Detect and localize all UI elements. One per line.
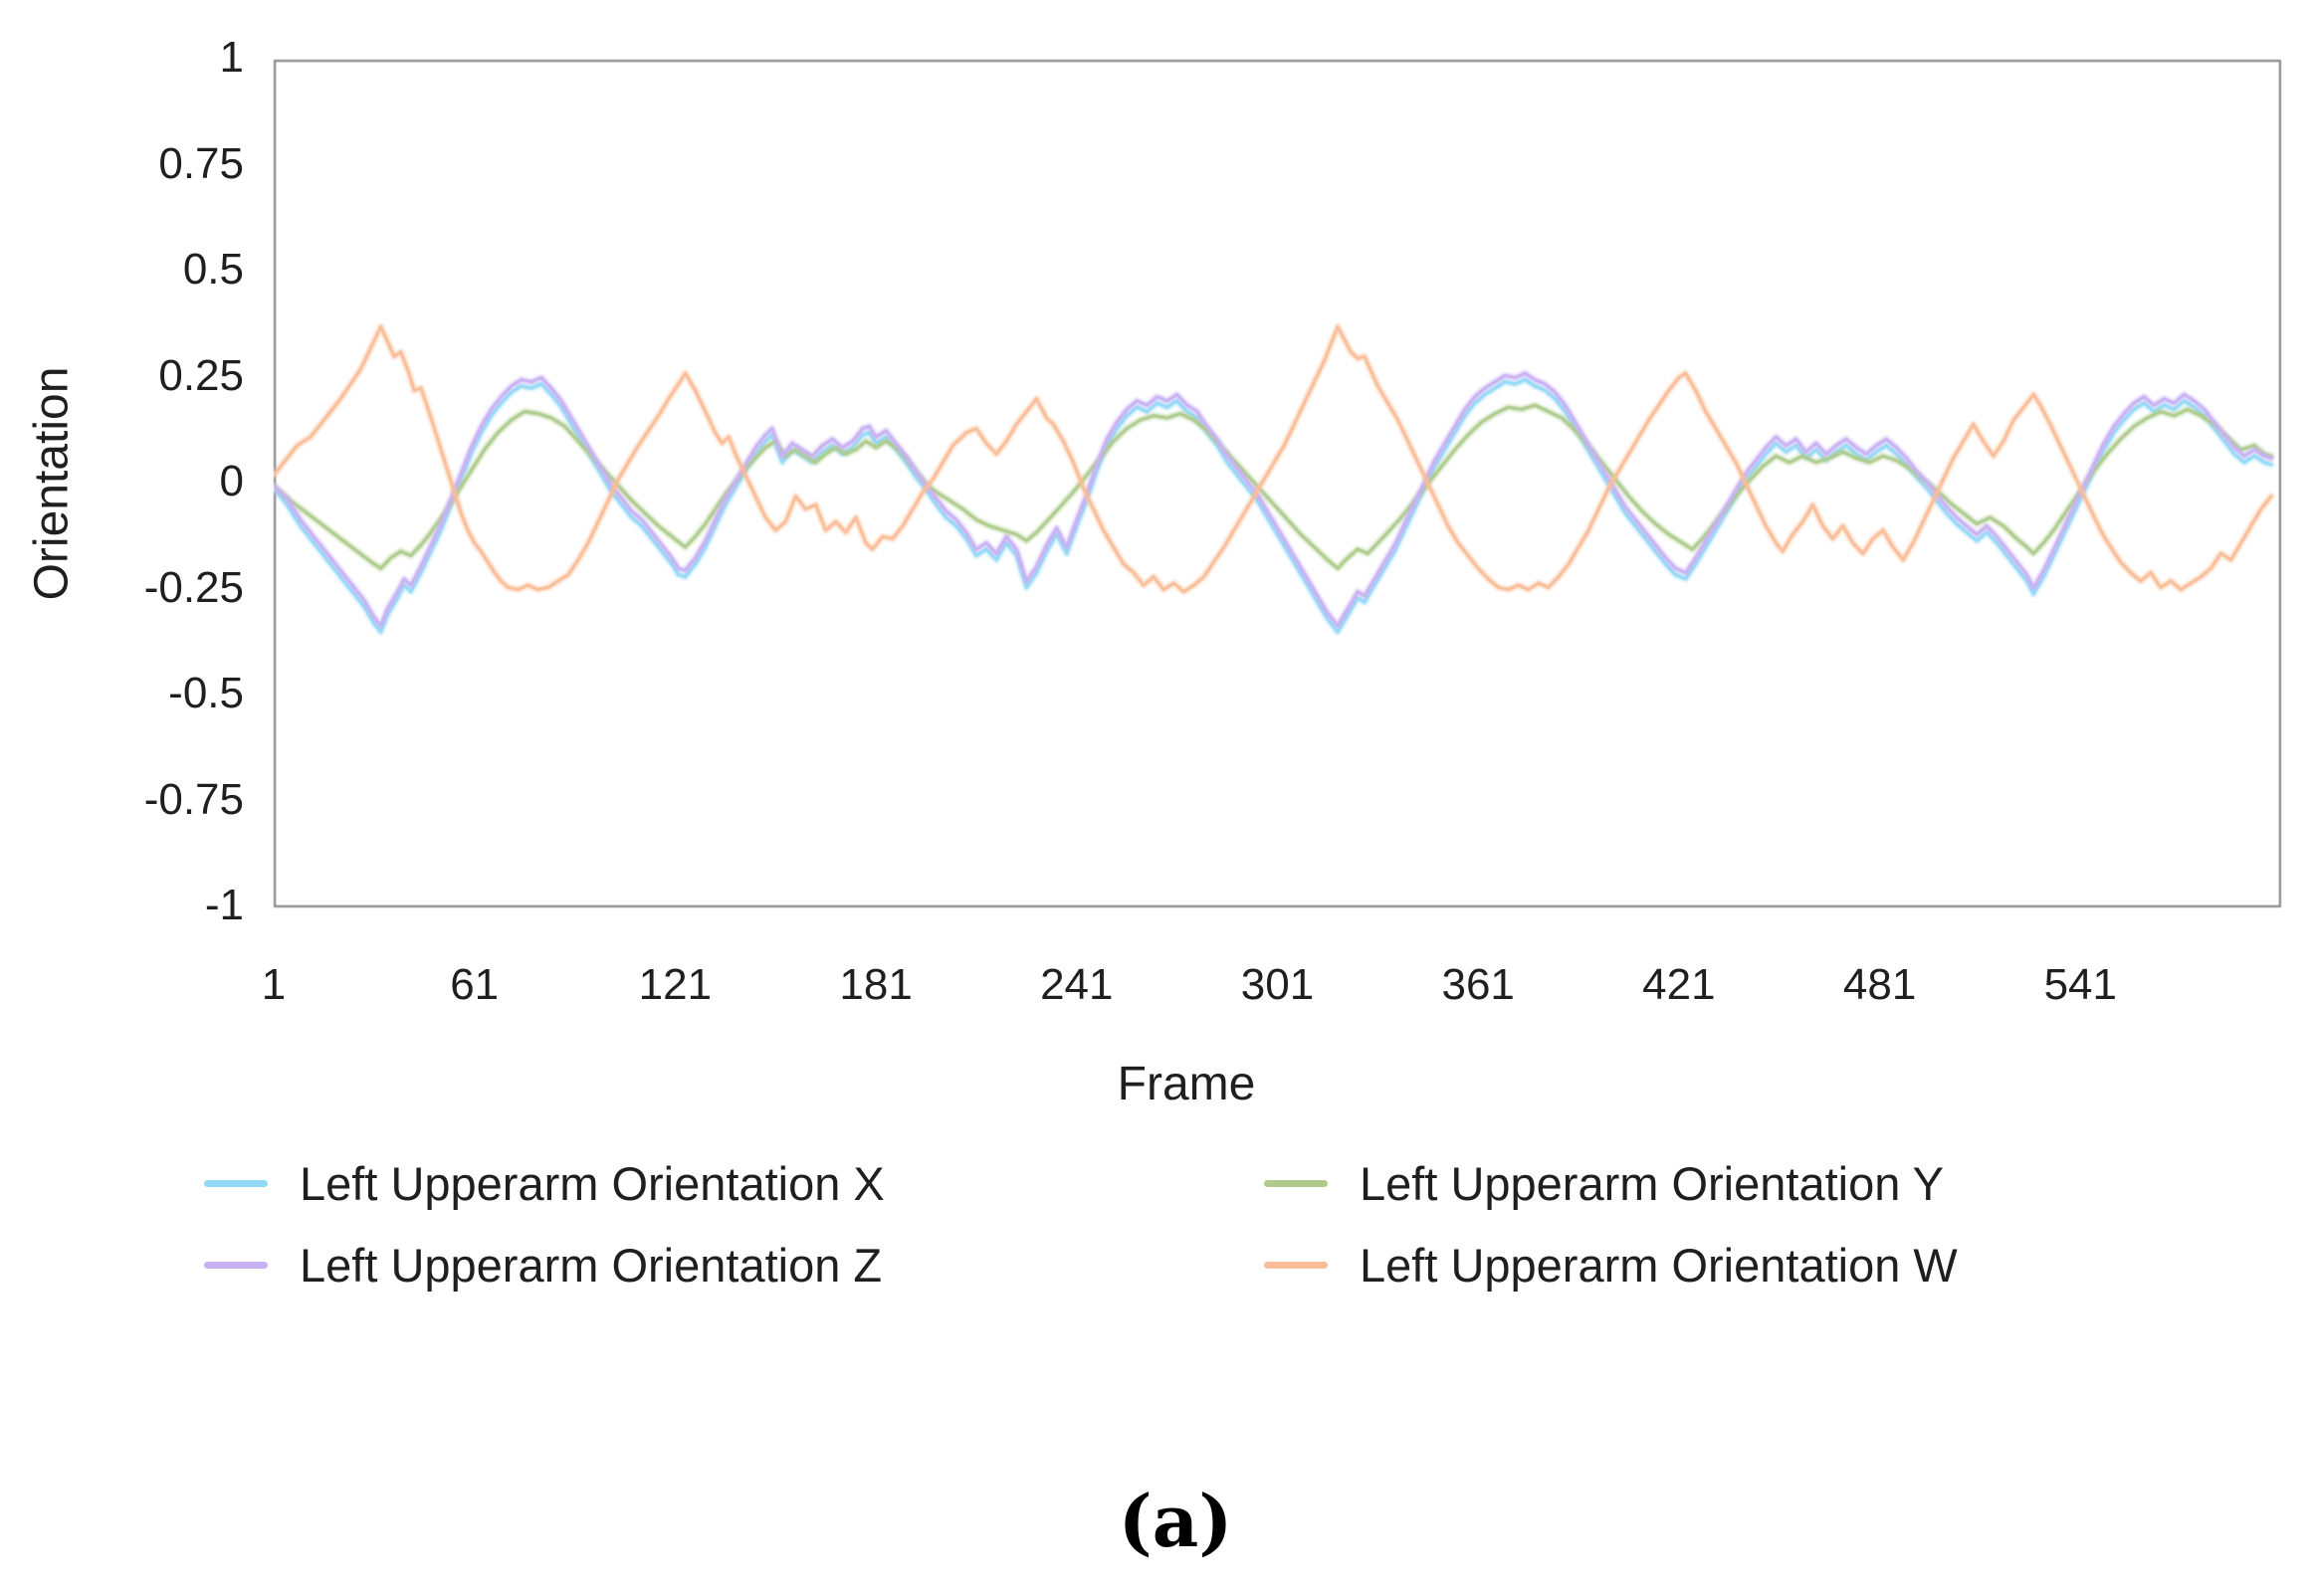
x-tick-label: 421 [1642, 960, 1716, 1009]
series-line-3-glow [274, 322, 2275, 596]
y-tick-label: -0.75 [143, 774, 244, 824]
legend-swatch-icon [204, 1179, 268, 1187]
figure-caption: (a) [1118, 1479, 1233, 1563]
legend-item: Left Upperarm Orientation X [204, 1150, 1264, 1216]
y-tick-label: 0.25 [158, 350, 244, 400]
legend-swatch-icon [204, 1261, 268, 1269]
series-line-1 [274, 403, 2273, 571]
series-line-3 [274, 324, 2273, 594]
y-tick-label: 1 [219, 33, 244, 82]
plot-border [274, 60, 2281, 907]
y-tick-label: 0.5 [182, 245, 244, 294]
x-tick-label: 121 [638, 960, 713, 1009]
legend-label: Left Upperarm Orientation Y [1360, 1156, 1944, 1210]
y-tick-label: -1 [204, 881, 244, 929]
legend-label: Left Upperarm Orientation Z [300, 1238, 883, 1292]
x-tick-label: 241 [1040, 960, 1114, 1009]
x-axis-title: Frame [1117, 1058, 1256, 1110]
legend-label: Left Upperarm Orientation X [300, 1156, 885, 1210]
x-tick-label: 361 [1441, 960, 1515, 1009]
y-tick-label: 0.75 [158, 138, 244, 188]
y-tick-label: -0.5 [168, 669, 244, 717]
chart-legend: Left Upperarm Orientation X Left Upperarm… [204, 1150, 2294, 1297]
series-line-2 [274, 371, 2273, 628]
legend-label: Left Upperarm Orientation W [1360, 1238, 1958, 1292]
legend-item: Left Upperarm Orientation Y [1264, 1150, 2294, 1216]
legend-swatch-icon [1264, 1261, 1328, 1269]
x-tick-label: 181 [839, 960, 913, 1009]
y-tick-label: -0.25 [143, 562, 244, 612]
y-tick-label: 0 [219, 457, 244, 505]
chart-plot-area [274, 60, 2281, 907]
legend-item: Left Upperarm Orientation Z [204, 1232, 1264, 1297]
x-tick-label: 481 [1842, 960, 1917, 1009]
x-tick-label: 61 [450, 960, 500, 1009]
legend-item: Left Upperarm Orientation W [1264, 1232, 2294, 1297]
x-tick-label: 301 [1240, 960, 1315, 1009]
series-line-0 [274, 377, 2273, 634]
x-tick-label: 541 [2043, 960, 2118, 1009]
legend-swatch-icon [1264, 1179, 1328, 1187]
x-tick-label: 1 [261, 960, 287, 1009]
